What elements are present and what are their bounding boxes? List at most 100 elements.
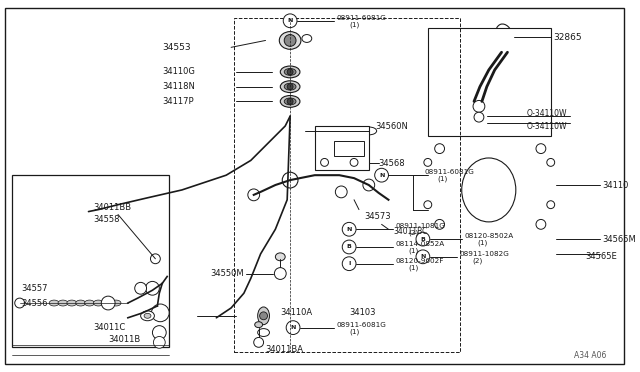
Circle shape — [287, 99, 293, 105]
Ellipse shape — [93, 300, 103, 306]
Ellipse shape — [461, 158, 516, 222]
Text: N: N — [379, 173, 384, 178]
Text: 34011BA: 34011BA — [266, 345, 303, 354]
Text: N: N — [346, 227, 352, 232]
Circle shape — [547, 158, 555, 166]
Text: N: N — [420, 254, 426, 259]
Text: N: N — [287, 18, 293, 23]
Circle shape — [15, 298, 24, 308]
Circle shape — [536, 219, 546, 229]
Text: (1): (1) — [408, 248, 419, 254]
Text: O-34110W: O-34110W — [526, 109, 566, 118]
Ellipse shape — [275, 253, 285, 261]
Ellipse shape — [67, 300, 77, 306]
Text: 08911-1081G: 08911-1081G — [396, 223, 445, 229]
Ellipse shape — [258, 328, 269, 336]
Ellipse shape — [255, 322, 262, 328]
Circle shape — [363, 179, 374, 191]
Text: (2): (2) — [408, 230, 419, 237]
Ellipse shape — [144, 313, 151, 318]
Circle shape — [497, 38, 513, 53]
Circle shape — [275, 267, 286, 279]
Text: 08114-0852A: 08114-0852A — [396, 241, 445, 247]
Circle shape — [374, 168, 388, 182]
Ellipse shape — [84, 300, 95, 306]
Ellipse shape — [280, 96, 300, 108]
Circle shape — [145, 281, 159, 295]
Text: 34110A: 34110A — [280, 308, 312, 317]
Text: 34557: 34557 — [22, 284, 48, 293]
Circle shape — [260, 312, 268, 320]
Text: 08911-6081G: 08911-6081G — [337, 15, 386, 21]
Circle shape — [284, 14, 297, 28]
Text: 32865: 32865 — [554, 33, 582, 42]
Circle shape — [435, 219, 445, 229]
Text: 34011BC: 34011BC — [394, 227, 428, 236]
Bar — [315, 126, 369, 170]
Bar — [234, 18, 460, 352]
Ellipse shape — [258, 307, 269, 325]
Circle shape — [342, 240, 356, 254]
Text: 34118N: 34118N — [163, 82, 195, 91]
Text: (1): (1) — [438, 176, 448, 182]
Circle shape — [342, 257, 356, 270]
Text: 34573: 34573 — [364, 212, 390, 221]
Text: 34568: 34568 — [379, 159, 405, 168]
Text: 08911-6081G: 08911-6081G — [425, 169, 475, 175]
Text: A34 A06: A34 A06 — [574, 351, 606, 360]
Text: 34550M: 34550M — [211, 269, 244, 278]
Text: (1): (1) — [477, 240, 487, 246]
Text: 34103: 34103 — [349, 308, 376, 317]
Circle shape — [424, 158, 432, 166]
Circle shape — [335, 186, 347, 198]
Circle shape — [152, 326, 166, 339]
Text: 08120-9602F: 08120-9602F — [396, 258, 444, 264]
Circle shape — [287, 84, 293, 90]
Ellipse shape — [111, 300, 121, 306]
Ellipse shape — [58, 300, 68, 306]
Text: 34560N: 34560N — [376, 122, 408, 131]
Ellipse shape — [49, 300, 59, 306]
Text: 34110G: 34110G — [163, 67, 195, 76]
Text: 34558: 34558 — [93, 215, 120, 224]
Text: 34011BB: 34011BB — [93, 203, 132, 212]
Circle shape — [474, 112, 484, 122]
Circle shape — [150, 254, 160, 264]
Circle shape — [282, 172, 298, 188]
Bar — [428, 28, 551, 136]
Circle shape — [321, 158, 328, 166]
Circle shape — [473, 100, 485, 112]
Text: (1): (1) — [349, 22, 360, 28]
Ellipse shape — [102, 300, 112, 306]
Bar — [12, 175, 169, 347]
Circle shape — [101, 296, 115, 310]
Text: O-34110W: O-34110W — [526, 122, 566, 131]
Circle shape — [536, 144, 546, 154]
Text: 08911-6081G: 08911-6081G — [337, 322, 386, 328]
Text: 08911-1082G: 08911-1082G — [460, 251, 509, 257]
Ellipse shape — [280, 66, 300, 78]
Text: B: B — [420, 237, 426, 241]
Ellipse shape — [280, 81, 300, 93]
Text: (1): (1) — [349, 328, 360, 335]
Text: 34565M: 34565M — [602, 235, 636, 244]
Circle shape — [286, 321, 300, 334]
Text: 34553: 34553 — [163, 43, 191, 52]
Circle shape — [424, 201, 432, 209]
Circle shape — [152, 304, 169, 322]
Ellipse shape — [302, 35, 312, 42]
Ellipse shape — [284, 68, 296, 76]
Circle shape — [350, 158, 358, 166]
Circle shape — [284, 35, 296, 46]
Ellipse shape — [279, 32, 301, 49]
Text: 34117P: 34117P — [163, 97, 194, 106]
Text: 34110: 34110 — [602, 180, 628, 189]
Circle shape — [135, 282, 147, 294]
Circle shape — [416, 232, 430, 246]
Circle shape — [154, 336, 165, 348]
Circle shape — [287, 69, 293, 75]
Text: (1): (1) — [408, 264, 419, 271]
Ellipse shape — [495, 24, 514, 51]
Bar — [475, 99, 485, 106]
Text: 08120-8502A: 08120-8502A — [464, 233, 513, 239]
